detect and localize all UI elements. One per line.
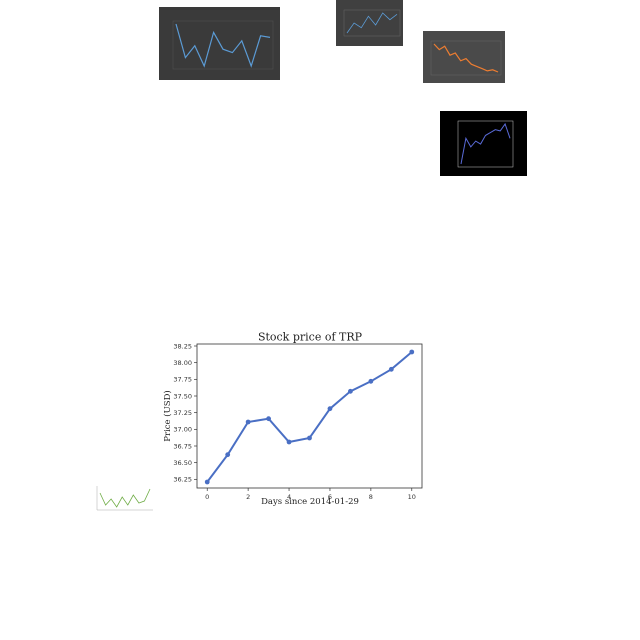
y-tick-label: 37.00 xyxy=(173,426,192,434)
thumbnail-chart-4-plot xyxy=(457,120,514,168)
y-tick-label: 38.25 xyxy=(173,342,192,350)
y-axis: 36.25 36.50 36.75 37.00 37.25 37.50 37.75 38.00… xyxy=(173,342,197,484)
thumbnail-chart-3 xyxy=(423,31,505,83)
x-axis: 0 2 4 6 8 10 xyxy=(205,488,416,501)
x-tick-label: 2 xyxy=(246,493,250,501)
x-tick-label: 10 xyxy=(408,493,416,501)
thumbnail-chart-5-plot xyxy=(96,486,153,511)
data-point xyxy=(409,349,415,355)
thumbnail-chart-5 xyxy=(87,478,156,525)
y-tick-label: 37.50 xyxy=(173,392,192,400)
stock-price-chart-svg: Stock price of TRP 0 2 4 6 8 10 36.2536.5036.… xyxy=(162,331,423,507)
y-tick-label: 38.00 xyxy=(173,359,192,367)
price-markers xyxy=(204,349,415,485)
data-point xyxy=(388,366,394,372)
x-tick-label: 0 xyxy=(205,493,209,501)
thumbnail-chart-3-plot xyxy=(430,40,502,76)
thumbnail-chart-1 xyxy=(159,7,280,80)
thumbnail-chart-2-plot xyxy=(343,9,401,37)
x-tick-label: 8 xyxy=(369,493,373,501)
y-tick-label: 37.75 xyxy=(173,376,192,384)
x-axis-label: Days since 2014-01-29 xyxy=(261,497,359,507)
data-point xyxy=(266,416,271,422)
data-point xyxy=(204,479,210,485)
data-point xyxy=(225,452,231,458)
x-tick-label: 4 xyxy=(287,493,291,501)
y-tick-label: 36.25 xyxy=(173,476,192,484)
thumbnail-chart-2 xyxy=(336,0,403,46)
y-tick-label: 37.25 xyxy=(173,409,192,417)
stock-price-chart: Stock price of TRP 0 2 4 6 8 10 36.25 36.50 36.… xyxy=(155,325,445,515)
data-point xyxy=(327,406,333,412)
data-point xyxy=(348,388,353,394)
data-point xyxy=(368,378,374,384)
y-tick-label: 36.50 xyxy=(173,459,192,467)
data-point xyxy=(245,419,251,425)
thumbnail-chart-1-plot xyxy=(172,20,274,70)
chart-title: Stock price of TRP xyxy=(258,331,363,344)
x-tick-label: 6 xyxy=(328,493,332,501)
y-axis-label: Price (USD) xyxy=(162,390,173,441)
thumbnail-chart-4 xyxy=(440,111,527,176)
plot-area xyxy=(196,343,423,489)
data-point xyxy=(307,435,312,441)
data-point xyxy=(286,439,292,445)
y-tick-label: 36.75 xyxy=(173,442,192,450)
